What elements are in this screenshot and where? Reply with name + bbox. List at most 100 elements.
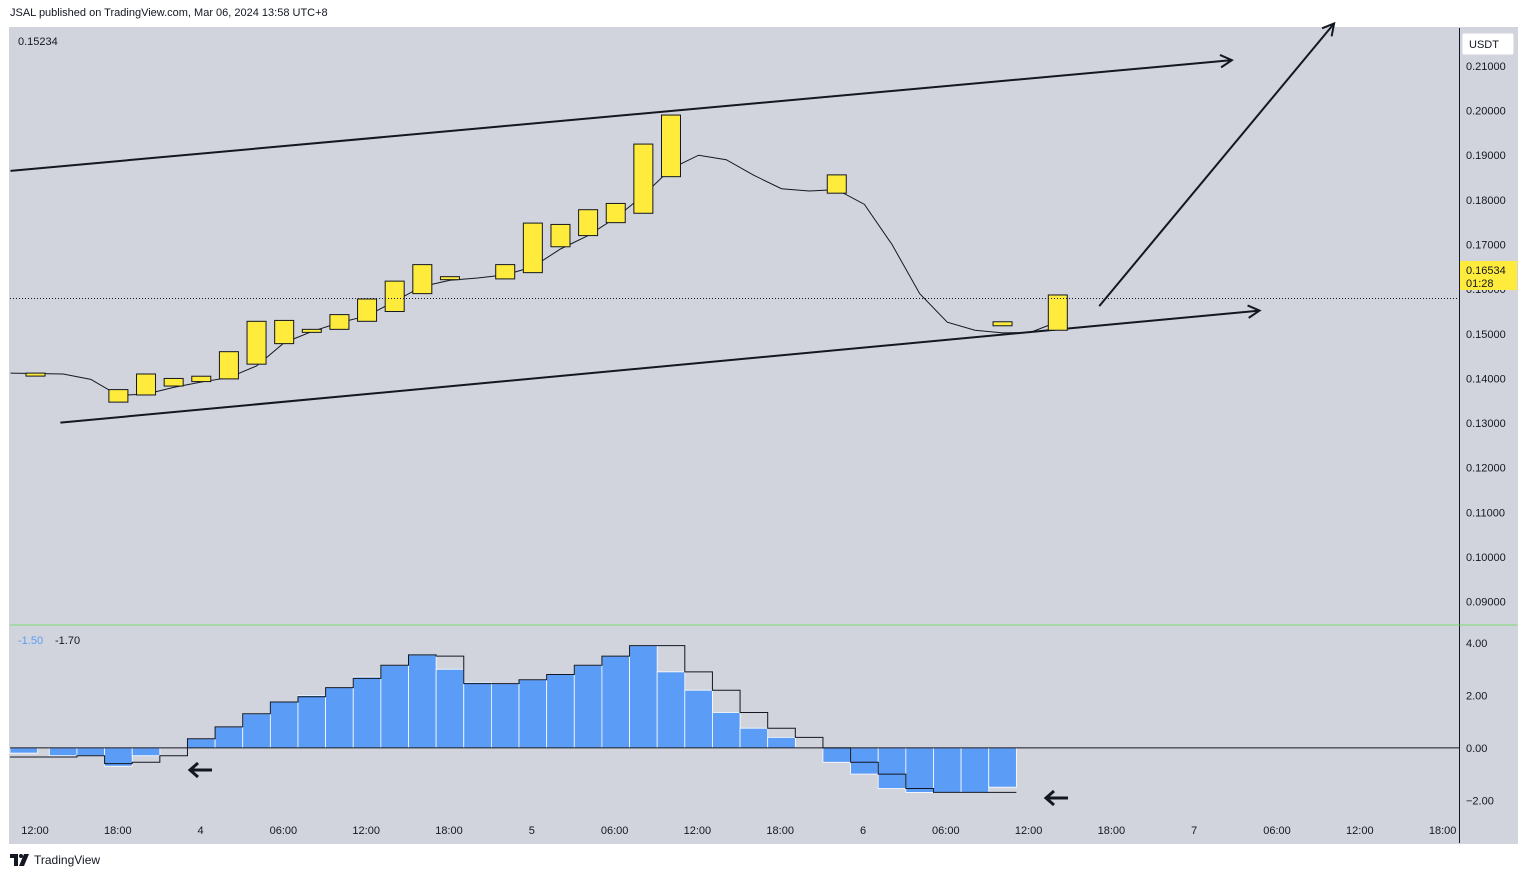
candle [163, 377, 184, 387]
candle [108, 389, 129, 403]
price-tick-label: 0.17000 [1466, 240, 1506, 252]
time-tick-label: 12:00 [1346, 825, 1374, 837]
tradingview-logo[interactable]: TradingView [10, 853, 100, 867]
candle [605, 202, 626, 224]
time-tick-label: 18:00 [766, 825, 794, 837]
time-tick-label: 5 [529, 825, 535, 837]
time-tick-label: 7 [1191, 825, 1197, 837]
histogram-bar [9, 747, 39, 754]
candle [633, 143, 654, 214]
histogram-bar [905, 747, 934, 793]
time-tick-label: 6 [860, 825, 866, 837]
histogram-bar [712, 712, 741, 749]
candle [660, 114, 681, 178]
chart-frame[interactable] [9, 27, 1518, 844]
price-tick-label: 0.20000 [1466, 106, 1506, 118]
currency-button[interactable] [1461, 32, 1515, 56]
candle [522, 222, 543, 274]
bar-countdown: 01:28 [1466, 278, 1494, 290]
indicator-tick-label: 2.00 [1466, 690, 1487, 702]
candle [25, 372, 46, 377]
histogram-bar [214, 726, 244, 749]
projection-arrowhead [1321, 21, 1336, 37]
signal-step-line [10, 645, 1017, 793]
price-tick-label: 0.12000 [1466, 463, 1506, 475]
candle [826, 174, 847, 194]
indicator-legend-value-1: -1.50 [18, 635, 43, 647]
price-tick-label: 0.13000 [1466, 418, 1506, 430]
corner-background [1460, 816, 1517, 843]
histogram-bar [435, 668, 465, 749]
time-tick-label: 12:00 [21, 825, 49, 837]
current-price-label: 0.16534 01:28 [1460, 261, 1517, 290]
price-pane-background [10, 28, 1460, 624]
channel-upper-arrowhead [1219, 54, 1234, 69]
price-tick-label: 0.21000 [1466, 61, 1506, 73]
histogram-bar [767, 736, 796, 749]
time-tick-label: 06:00 [601, 825, 629, 837]
time-tick-label: 12:00 [352, 825, 380, 837]
time-tick-label: 18:00 [104, 825, 132, 837]
candle [191, 375, 212, 383]
histogram-bar [463, 681, 492, 749]
histogram-bar [822, 747, 851, 763]
histogram-bar [297, 695, 327, 749]
price-axis-background [1460, 28, 1517, 624]
time-tick-label: 12:00 [1015, 825, 1043, 837]
channel-upper-line[interactable] [10, 59, 1232, 172]
projection-arrow-line[interactable] [1098, 22, 1335, 307]
time-tick-label: 18:00 [435, 825, 463, 837]
time-tick-label: 12:00 [684, 825, 712, 837]
price-tick-label: 0.15000 [1466, 329, 1506, 341]
candle [412, 264, 433, 295]
histogram-bar [933, 747, 962, 793]
price-tick-label: 0.19000 [1466, 150, 1506, 162]
time-axis-ticks: 12:00 18:00 4 06:00 12:00 18:00 5 06:00 12:00 18:… [21, 825, 1456, 837]
price-tick-label: 0.11000 [1466, 507, 1505, 519]
histogram-bar [601, 655, 630, 749]
candle [357, 298, 378, 322]
candle [992, 321, 1013, 327]
candle [384, 280, 405, 312]
time-tick-label: 06:00 [270, 825, 298, 837]
histogram-bar [960, 747, 990, 793]
price-axis-ticks: 0.210000.200000.190000.180000.170000.160… [1466, 61, 1506, 609]
indicator-tick-label: −2.00 [1466, 795, 1494, 807]
histogram-bar [352, 676, 382, 749]
time-tick-label: 06:00 [932, 825, 960, 837]
price-tick-label: 0.10000 [1466, 552, 1506, 564]
histogram-bar [325, 687, 354, 749]
price-tick-label: 0.09000 [1466, 597, 1506, 609]
tradingview-logo-icon [10, 854, 29, 866]
candle [439, 276, 460, 281]
histogram-bar [269, 701, 299, 749]
histogram-bar [490, 683, 520, 749]
time-tick-label: 18:00 [1429, 825, 1457, 837]
candle [1047, 294, 1068, 331]
histogram-bar [242, 713, 271, 749]
candle [274, 319, 295, 345]
histogram-bar [187, 738, 216, 749]
price-tick-label: 0.18000 [1466, 195, 1506, 207]
histogram-bar [988, 747, 1017, 788]
channel-lower-arrowhead [1247, 304, 1262, 319]
histogram-bar [48, 747, 78, 757]
histogram-bar [656, 671, 686, 749]
time-tick-label: 18:00 [1098, 825, 1126, 837]
candle [578, 209, 599, 237]
indicator-axis-background [1460, 626, 1517, 816]
histogram-bar [546, 674, 575, 749]
price-legend-value: 0.15234 [18, 36, 58, 48]
histogram-bar [131, 747, 161, 757]
x-axis-background [10, 816, 1460, 843]
time-tick-label: 06:00 [1263, 825, 1291, 837]
indicator-legend-value-2: -1.70 [55, 635, 80, 647]
histogram-bar [877, 747, 907, 789]
indicator-axis-ticks: 4.00 2.00 0.00 −2.00 [1466, 638, 1494, 807]
footer-brand: TradingView [34, 853, 101, 867]
indicator-tick-label: 4.00 [1466, 638, 1487, 650]
price-tick-label: 0.14000 [1466, 373, 1506, 385]
histogram-bar [408, 654, 437, 749]
candle [136, 373, 157, 396]
